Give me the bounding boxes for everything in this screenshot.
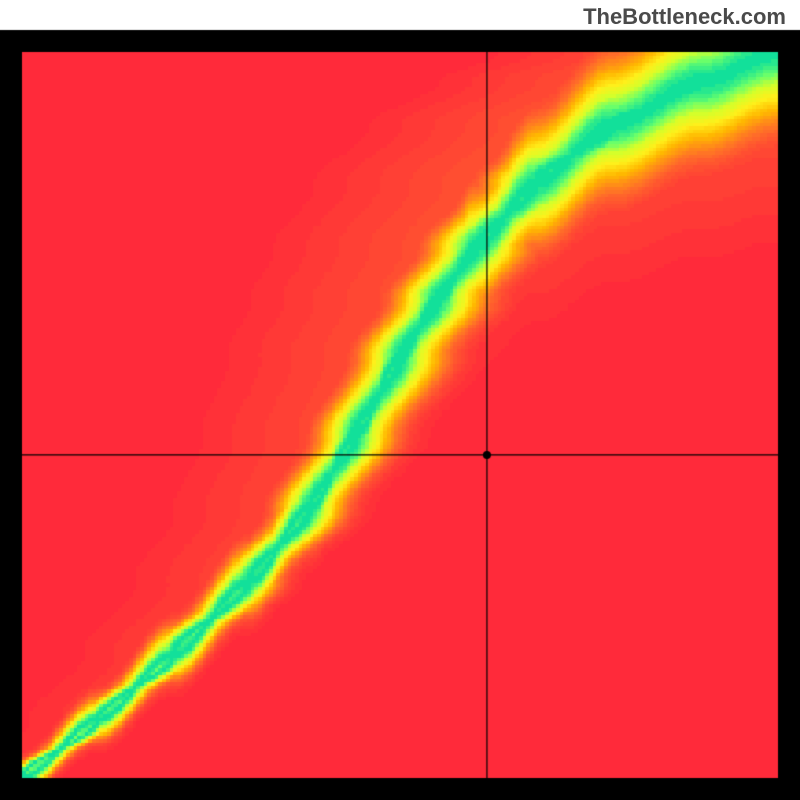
chart-container: TheBottleneck.com (0, 0, 800, 800)
bottleneck-heatmap (0, 0, 800, 800)
watermark-text: TheBottleneck.com (583, 4, 786, 30)
